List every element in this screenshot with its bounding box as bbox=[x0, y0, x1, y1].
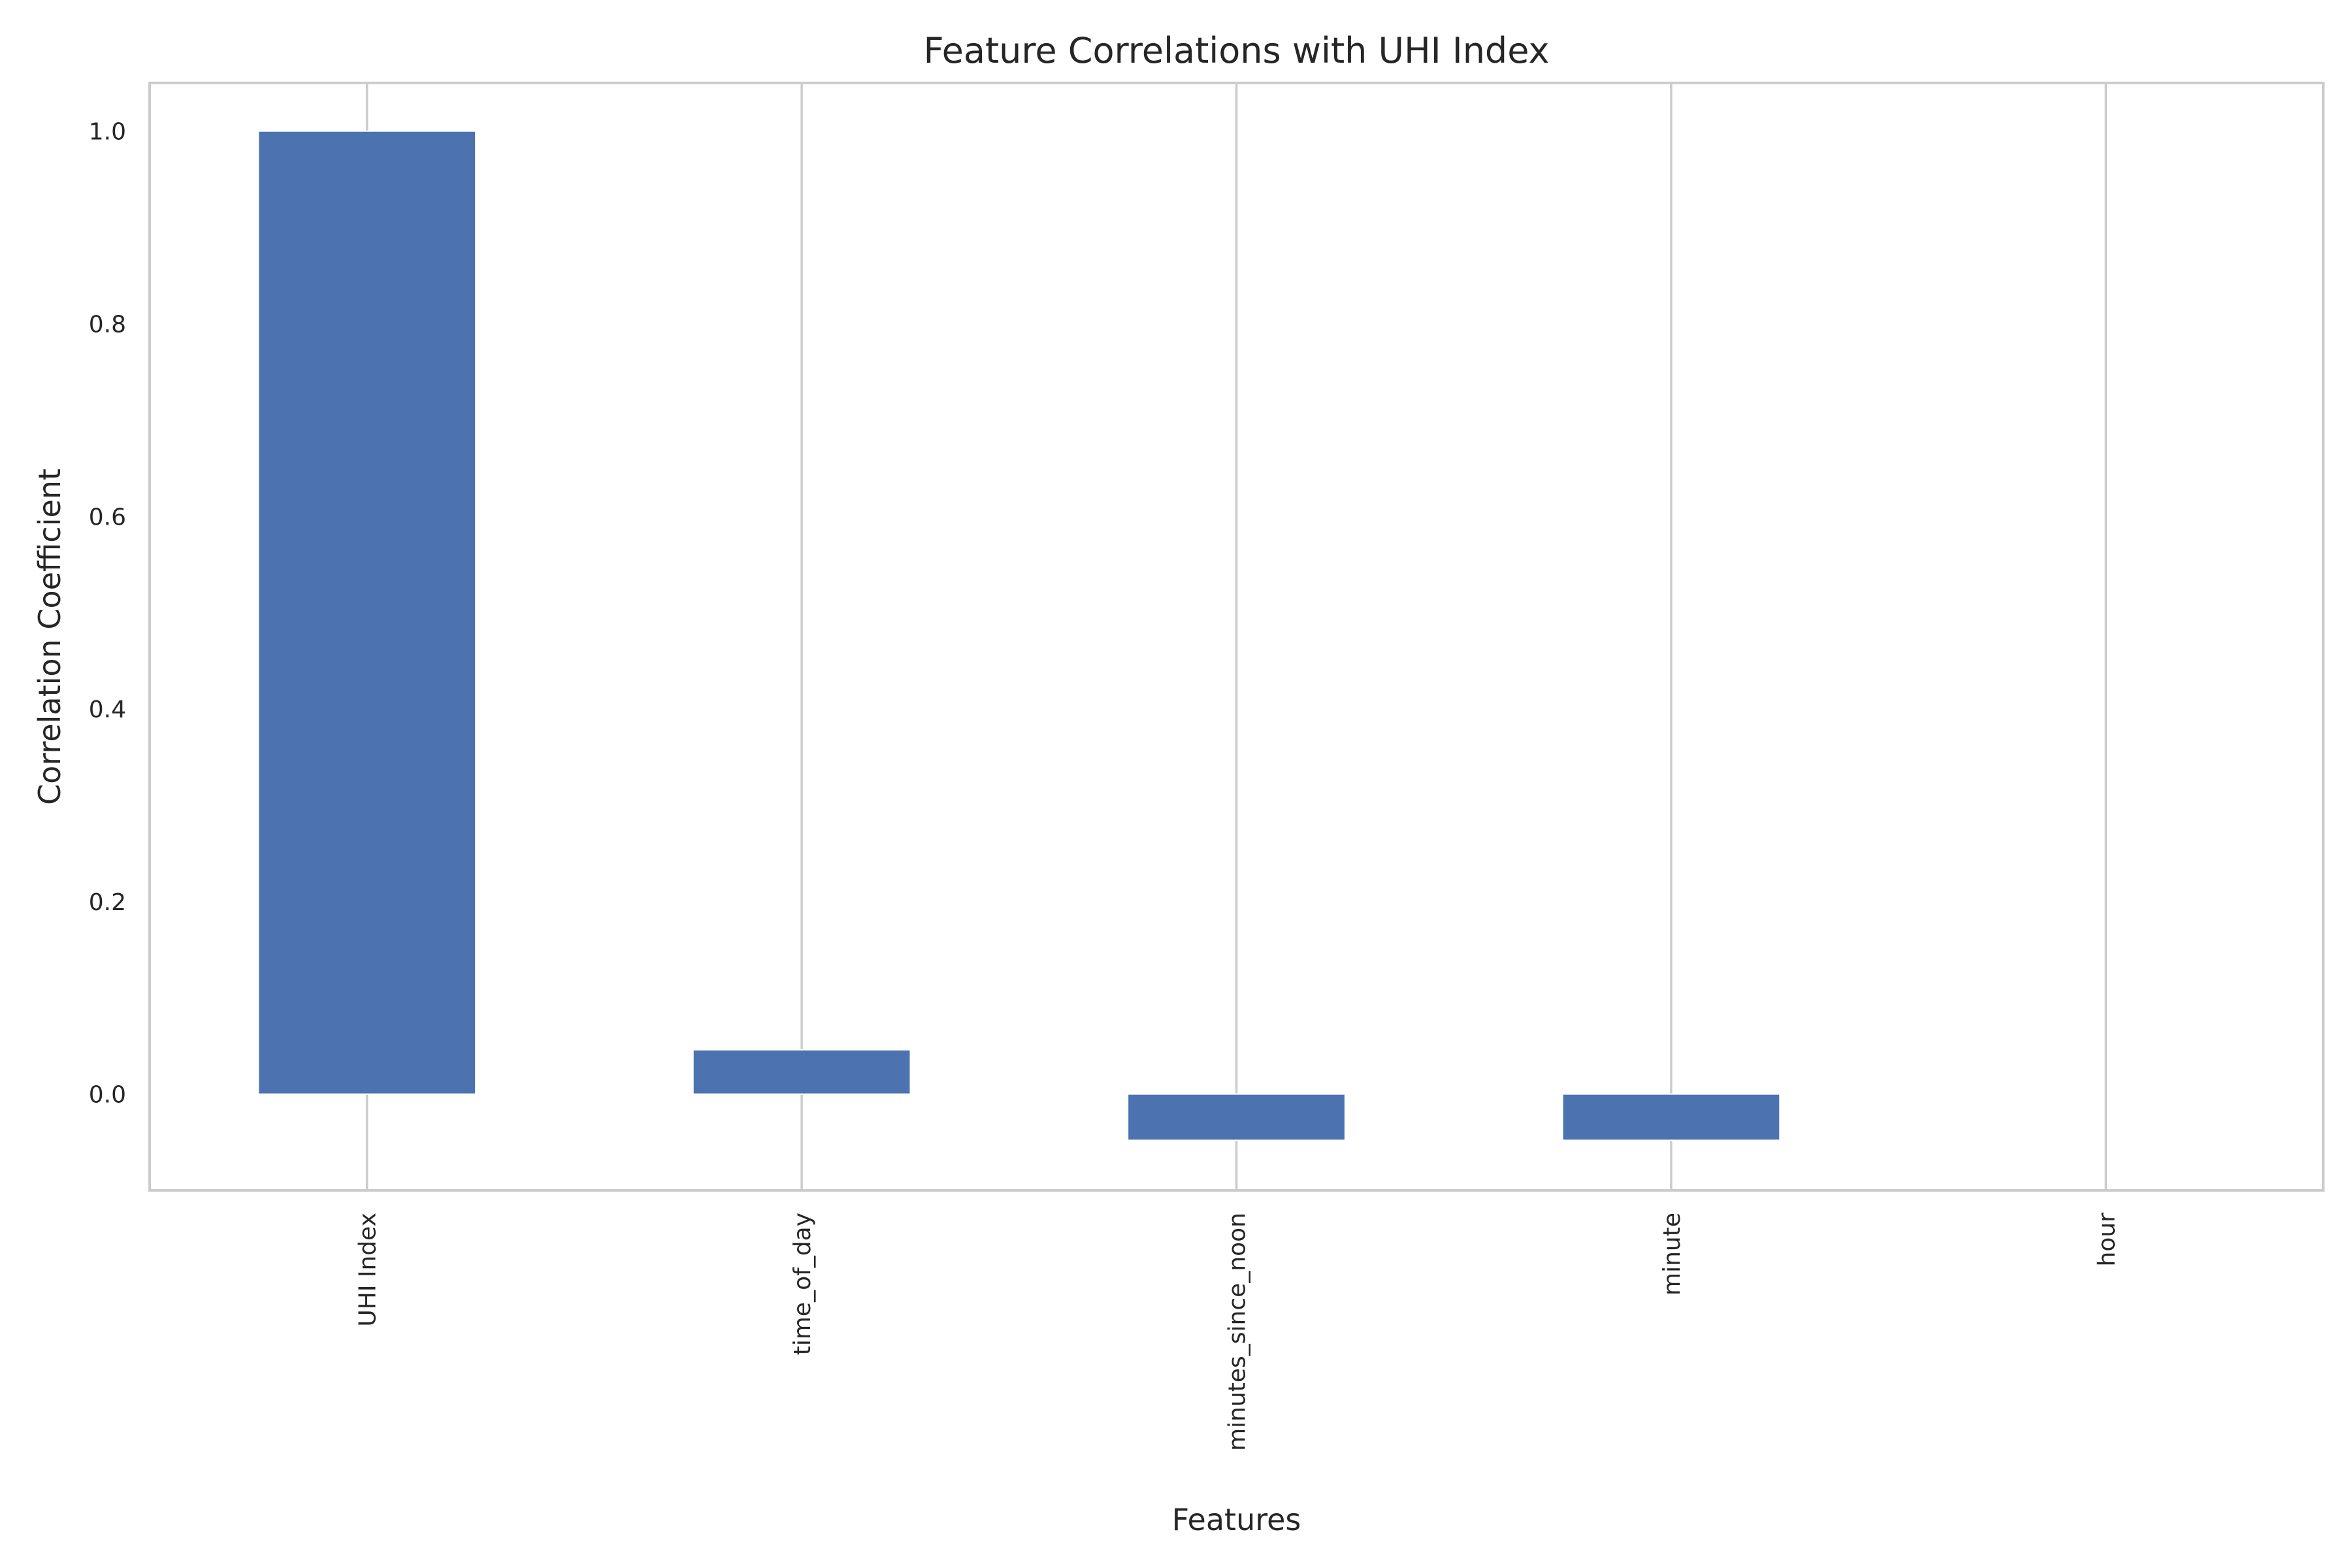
bar bbox=[1127, 1093, 1346, 1141]
x-tick-label: hour bbox=[2093, 1213, 2120, 1267]
y-tick-label: 0.2 bbox=[89, 889, 126, 916]
x-tick-labels: UHI Index time_of_day minutes_since_noon mi… bbox=[355, 1213, 2121, 1451]
bar bbox=[692, 1049, 911, 1095]
bar bbox=[257, 130, 477, 1095]
x-tick-label: minutes_since_noon bbox=[1224, 1213, 1251, 1451]
x-tick-label: minute bbox=[1659, 1213, 1686, 1296]
x-tick-label: UHI Index bbox=[355, 1213, 382, 1327]
y-tick-label: 0.8 bbox=[89, 311, 126, 338]
bar bbox=[1561, 1093, 1781, 1141]
plot-frame bbox=[148, 82, 2325, 1192]
y-tick-label: 0.4 bbox=[89, 696, 126, 723]
chart-title: Feature Correlations with UHI Index bbox=[924, 30, 1550, 71]
y-tick-label: 1.0 bbox=[89, 119, 126, 146]
y-tick-labels: 0.0 0.2 0.4 0.6 0.8 1.0 bbox=[89, 119, 126, 1109]
x-axis-title: Features bbox=[1172, 1502, 1301, 1537]
y-axis-title: Correlation Coefficient bbox=[32, 468, 67, 805]
bars bbox=[257, 130, 1781, 1141]
y-tick-label: 0.6 bbox=[89, 504, 126, 531]
y-tick-label: 0.0 bbox=[89, 1082, 126, 1109]
x-tick-label: time_of_day bbox=[789, 1213, 816, 1355]
